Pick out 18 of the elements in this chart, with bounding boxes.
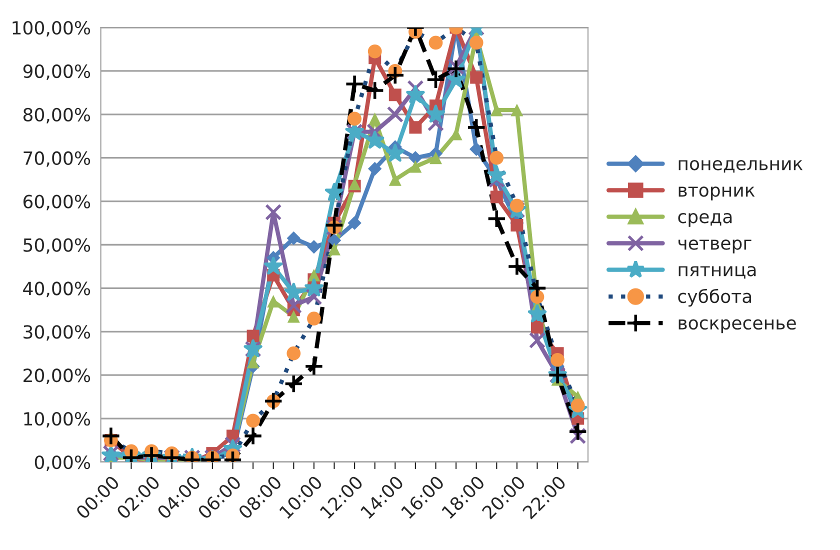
y-tick-label: 80,00% <box>23 108 90 124</box>
y-tick-label: 70,00% <box>24 151 90 167</box>
y-tick-label: 30,00% <box>24 325 90 341</box>
y-tick-label: 0,00% <box>34 455 90 471</box>
y-tick-label: 50,00% <box>24 238 90 254</box>
legend-label: понедельник <box>678 160 803 173</box>
legend-label: суббота <box>678 288 752 307</box>
legend-label: вторник <box>678 186 755 200</box>
y-tick-label: 90,00% <box>23 64 90 80</box>
legend-label: пятница <box>678 266 756 279</box>
y-tick-label: 40,00% <box>23 282 90 298</box>
legend-label: воскресенье <box>678 319 796 334</box>
legend-label: четверг <box>678 239 752 254</box>
legend-label: среда <box>678 212 732 227</box>
y-tick-label: 20,00% <box>24 368 90 384</box>
y-tick-label: 60,00% <box>23 194 90 210</box>
y-tick-label: 100,00% <box>12 20 90 36</box>
y-tick-label: 10,00% <box>24 412 90 428</box>
